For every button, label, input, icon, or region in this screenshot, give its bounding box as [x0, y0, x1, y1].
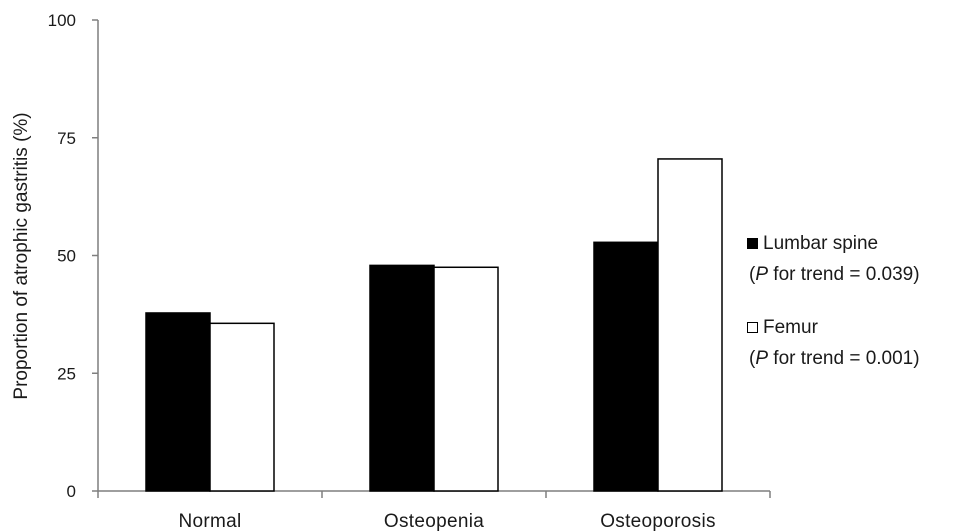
bar-femur-normal	[209, 322, 275, 492]
x-tick-label: Osteoporosis	[600, 511, 716, 532]
legend-label-femur: Femur	[763, 317, 818, 338]
trend-note-femur: (P for trend = 0.001)	[749, 348, 920, 369]
bar-femur-osteoporosis	[657, 158, 723, 492]
bar-femur-osteopenia	[433, 266, 499, 492]
bar-lumbar-spine-osteopenia	[369, 264, 435, 492]
y-tick-label: 0	[67, 482, 76, 501]
legend-swatch-femur	[747, 322, 758, 333]
legend: Lumbar spine (P for trend = 0.039) Femur…	[747, 232, 973, 400]
x-tick-label: Normal	[178, 511, 241, 532]
bars	[145, 158, 723, 492]
trend-note-lumbar-spine: (P for trend = 0.039)	[749, 264, 920, 285]
legend-entry-lumbar-spine: Lumbar spine (P for trend = 0.039)	[747, 232, 973, 286]
y-tick-label: 25	[57, 364, 76, 383]
x-tick-label: Osteopenia	[384, 511, 484, 532]
y-axis-title: Proportion of atrophic gastritis (%)	[11, 112, 32, 399]
y-tick-label: 100	[48, 11, 76, 30]
tick-labels: 0 25 50 75 100 Normal Osteopenia Osteoporosis	[48, 11, 716, 532]
y-tick-label: 75	[57, 129, 76, 148]
legend-entry-femur: Femur (P for trend = 0.001)	[747, 316, 973, 370]
bar-lumbar-spine-osteoporosis	[593, 241, 659, 492]
bar-lumbar-spine-normal	[145, 312, 211, 492]
y-tick-label: 50	[57, 247, 76, 266]
legend-swatch-lumbar-spine	[747, 238, 758, 249]
legend-label-lumbar-spine: Lumbar spine	[763, 233, 879, 254]
